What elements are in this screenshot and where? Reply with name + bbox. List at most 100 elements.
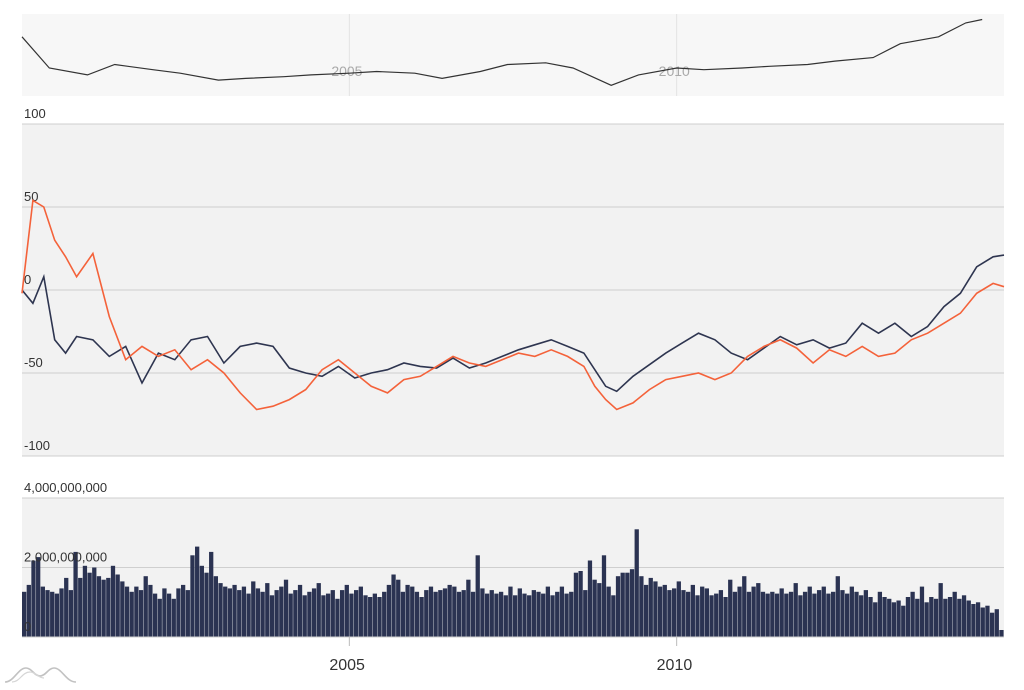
volume-bar	[597, 583, 602, 637]
volume-bar	[826, 593, 831, 637]
volume-bar	[863, 590, 868, 637]
volume-bar	[952, 591, 957, 637]
volume-bar	[592, 579, 597, 637]
volume-bar	[662, 584, 667, 637]
volume-bar	[372, 593, 377, 637]
volume-bar	[129, 591, 134, 637]
volume-bar	[527, 595, 532, 637]
volume-bar	[700, 586, 705, 637]
volume-bar	[283, 579, 289, 637]
volume-bar	[961, 595, 967, 637]
volume-bar	[765, 593, 770, 637]
volume-bar	[54, 593, 60, 637]
volume-bar	[293, 590, 298, 637]
volume-bar	[709, 595, 714, 637]
volume-bar	[110, 565, 116, 637]
volume-bar	[82, 565, 88, 637]
volume-bar	[456, 591, 462, 637]
scrollbar-background[interactable]	[22, 14, 1004, 96]
volume-bar	[405, 584, 410, 637]
volume-bar	[550, 595, 555, 637]
volume-bar	[339, 590, 345, 637]
volume-bar	[788, 591, 794, 637]
volume-bar	[419, 597, 424, 637]
volume-bar	[195, 546, 200, 637]
volume-bar	[737, 586, 742, 637]
volume-bar	[349, 593, 354, 637]
x-axis: 2005 2010	[22, 636, 1004, 674]
volume-bar	[821, 586, 826, 637]
volume-bar	[564, 593, 569, 637]
volume-bar	[840, 590, 845, 637]
volume-bar	[45, 590, 50, 637]
volume-bar	[120, 581, 125, 637]
volume-bar	[994, 609, 999, 637]
volume-bar	[704, 588, 709, 637]
volume-bar	[760, 591, 766, 637]
volume-bar	[971, 604, 976, 637]
volume-bar	[601, 555, 607, 637]
volume-bar	[620, 572, 625, 637]
volume-bar	[148, 584, 153, 637]
volume-bar	[363, 595, 368, 637]
volume-bar	[241, 586, 247, 637]
y-tick-label: -50	[24, 355, 43, 370]
volume-bar	[180, 584, 186, 637]
volume-bar	[901, 605, 906, 637]
volume-bar	[335, 598, 340, 637]
volume-bar	[816, 590, 822, 637]
volume-bar	[302, 595, 307, 637]
volume-bar	[910, 591, 915, 637]
volume-bar	[854, 591, 859, 637]
volume-bar	[751, 586, 756, 637]
volume-bar	[690, 584, 695, 637]
volume-bar	[517, 588, 522, 637]
volume-bar	[176, 588, 181, 637]
volume-bar	[989, 612, 995, 637]
volume-bar	[905, 597, 911, 637]
volume-bar	[101, 579, 106, 637]
volume-bar	[368, 597, 373, 637]
volume-bar	[433, 591, 438, 637]
volume-bar	[522, 593, 527, 637]
volume-bar	[536, 591, 541, 637]
volume-bar	[671, 588, 677, 637]
volume-bar	[676, 581, 681, 637]
volume-bar	[555, 591, 560, 637]
volume-bar	[966, 600, 971, 637]
volume-bar	[87, 572, 92, 637]
volume-bar	[288, 593, 293, 637]
volume-bar	[358, 586, 363, 637]
volume-bar	[508, 586, 513, 637]
volume-bar	[849, 586, 854, 637]
volume-bar	[545, 586, 551, 637]
volume-bar	[466, 579, 471, 637]
volume-bar	[424, 590, 429, 637]
volume-bar	[484, 593, 490, 637]
volume-bar	[999, 630, 1004, 637]
volume-bar	[237, 590, 242, 637]
scrollbar-preview[interactable]: 2005 2010	[21, 14, 1004, 96]
volume-bar	[209, 551, 214, 637]
scrollbar-grid: 2005 2010	[331, 14, 690, 96]
volume-bar	[882, 597, 887, 637]
percent-change-panel: 100 50 0 -50 -100	[21, 106, 1005, 457]
volume-bar	[185, 590, 190, 637]
volume-bar	[723, 597, 728, 637]
volume-bar	[204, 572, 209, 637]
volume-bar	[438, 590, 443, 637]
y-tick-label: 2,000,000,000	[24, 550, 107, 565]
x-tick-label: 2010	[657, 657, 693, 674]
volume-bar	[162, 588, 167, 637]
volume-bar	[559, 586, 565, 637]
volume-bar	[391, 574, 396, 637]
volume-bar	[480, 588, 485, 637]
volume-bar	[578, 571, 583, 637]
volume-bar	[798, 595, 803, 637]
volume-bar	[321, 595, 326, 637]
y-tick-label: -100	[24, 438, 50, 453]
volume-bar	[985, 605, 990, 637]
volume-bar	[896, 600, 901, 637]
volume-bar	[73, 551, 78, 637]
volume-bar	[919, 586, 925, 637]
